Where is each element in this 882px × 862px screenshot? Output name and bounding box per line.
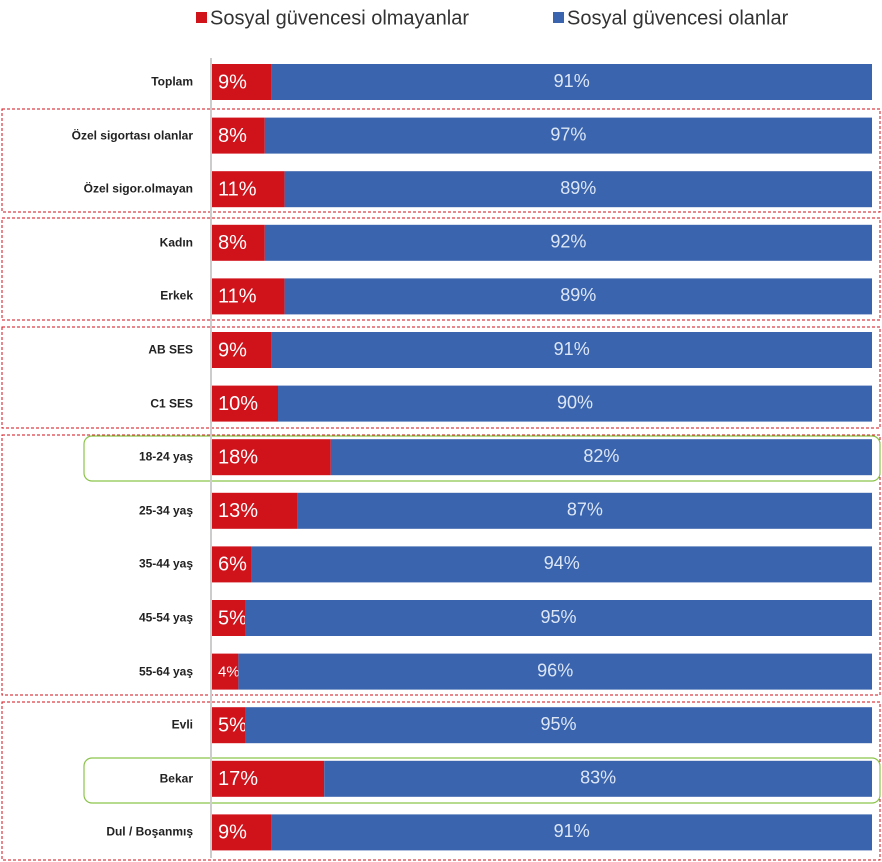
bar-segment — [212, 600, 245, 636]
category-label: C1 SES — [150, 396, 193, 411]
highlight-box — [83, 435, 881, 482]
value-label: 95% — [540, 714, 576, 734]
bar-segment — [330, 439, 872, 476]
value-label: 82% — [583, 446, 619, 466]
value-label: 91% — [554, 71, 590, 91]
value-label: 17% — [218, 768, 258, 790]
bar-segment — [212, 64, 272, 100]
bar-segment — [271, 814, 872, 851]
value-label: 91% — [554, 339, 590, 359]
value-label: 11% — [218, 178, 257, 200]
bar-segment — [251, 546, 872, 583]
value-label: 97% — [550, 124, 586, 144]
value-label: 10% — [218, 393, 258, 415]
category-label: 25-34 yaş — [138, 503, 193, 518]
value-label: 8% — [218, 125, 247, 147]
value-label: 87% — [567, 500, 603, 520]
category-label: Erkek — [160, 288, 193, 303]
value-label: 6% — [218, 554, 247, 576]
bar-segment — [212, 760, 325, 797]
highlight-box — [83, 757, 881, 804]
category-label: Toplam — [151, 74, 193, 89]
category-label: 18-24 yaş — [138, 449, 193, 464]
bar-segment — [245, 707, 872, 744]
bar-segment — [212, 332, 272, 368]
bar-segment — [278, 385, 872, 422]
bar-segment — [324, 760, 872, 797]
category-label: Özel sigortası olanlar — [71, 128, 193, 143]
bar-segment — [212, 278, 285, 315]
bar-segment — [212, 653, 239, 690]
value-label: 4% — [218, 664, 240, 681]
bar-segment — [284, 171, 872, 208]
value-label: 9% — [218, 71, 247, 93]
value-label: 5% — [218, 607, 247, 629]
value-label: 9% — [218, 339, 247, 361]
bar-segment — [212, 171, 285, 208]
bar-segment — [212, 224, 265, 261]
bar-segment — [297, 492, 872, 529]
value-label: 18% — [218, 446, 258, 468]
category-label: Dul / Boşanmış — [106, 824, 193, 839]
legend-swatch — [553, 12, 564, 23]
category-label: Kadın — [159, 235, 193, 250]
bar-segment — [212, 439, 331, 476]
category-label: 35-44 yaş — [138, 556, 193, 571]
group-box — [1, 434, 881, 696]
bar-segment — [212, 492, 298, 529]
legend-label: Sosyal güvencesi olanlar — [567, 7, 789, 29]
category-label: 45-54 yaş — [138, 610, 193, 625]
legend-swatch — [196, 12, 207, 23]
value-label: 8% — [218, 232, 247, 254]
value-label: 94% — [544, 553, 580, 573]
category-label: Özel sigor.olmayan — [83, 181, 193, 196]
highlight-boxes — [83, 435, 881, 804]
category-label: Bekar — [159, 771, 193, 786]
bar-segment — [212, 814, 272, 851]
bar-segment — [238, 653, 872, 690]
bar-segment — [245, 600, 872, 636]
bar-segment — [271, 64, 872, 100]
value-label: 95% — [540, 607, 576, 627]
bar-segment — [284, 278, 872, 315]
value-label: 89% — [560, 178, 596, 198]
bar-segment — [271, 332, 872, 368]
value-label: 91% — [554, 821, 590, 841]
value-label: 13% — [218, 500, 258, 522]
value-label: 83% — [580, 768, 616, 788]
legend-label: Sosyal güvencesi olmayanlar — [210, 7, 469, 29]
value-label: 9% — [218, 822, 247, 844]
value-label: 5% — [218, 714, 247, 736]
group-box — [1, 108, 881, 213]
bar-segment — [212, 707, 245, 744]
bar-segment — [212, 546, 252, 583]
value-label: 90% — [557, 392, 593, 412]
value-label: 96% — [537, 660, 573, 680]
bars: 9% 91% 8% 97% 11% 89% 8% 92% 11% 89% 9% 91% 10% 90% 18… — [212, 64, 872, 851]
value-label: 89% — [560, 285, 596, 305]
bar-segment — [212, 117, 265, 154]
bar-segment — [212, 385, 278, 422]
group-boxes — [1, 108, 881, 861]
bar-segment — [264, 117, 872, 154]
value-label: 11% — [218, 286, 257, 308]
category-label: 55-64 yaş — [138, 664, 193, 679]
group-box — [1, 326, 881, 429]
bar-segment — [264, 224, 872, 261]
category-label: AB SES — [148, 342, 193, 357]
category-label: Evli — [171, 717, 193, 732]
value-label: 92% — [550, 232, 586, 252]
